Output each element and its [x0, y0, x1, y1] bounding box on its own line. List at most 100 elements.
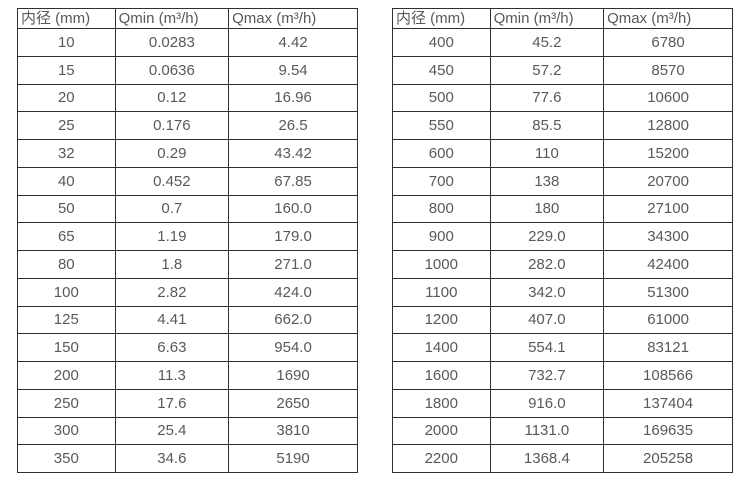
table-cell: 20700 — [603, 166, 733, 196]
table-cell: 2000 — [392, 416, 491, 446]
table-cell: 110 — [489, 139, 605, 168]
table-row: 65 1.19 179.0 — [17, 222, 358, 251]
table-cell: 108566 — [603, 361, 733, 390]
table-row: 1100 342.0 51300 — [392, 277, 733, 307]
table-row: 200 11.3 1690 — [17, 361, 358, 390]
table-cell: 205258 — [603, 444, 733, 473]
table-row: 300 25.4 3810 — [17, 416, 358, 446]
table-cell: 85.5 — [489, 111, 605, 140]
table-cell: 15200 — [603, 139, 733, 168]
table-cell: 500 — [392, 83, 491, 113]
table-cell: 6780 — [603, 28, 733, 57]
table-cell: 800 — [392, 194, 491, 224]
table-cell: 0.0283 — [114, 28, 230, 57]
table-cell: 137404 — [603, 388, 733, 418]
table-row: 1000 282.0 42400 — [392, 250, 733, 279]
table-cell: 61000 — [603, 305, 733, 335]
table-row: 10 0.0283 4.42 — [17, 28, 358, 57]
table-cell: 0.12 — [114, 83, 230, 113]
table-cell: 554.1 — [489, 333, 605, 362]
table-cell: 83121 — [603, 333, 733, 362]
table-cell: 250 — [17, 388, 116, 418]
table-cell: 1368.4 — [489, 444, 605, 473]
table-row: 800 180 27100 — [392, 194, 733, 224]
header-row: 内径 (mm) Qmin (m³/h) Qmax (m³/h) — [17, 8, 358, 29]
table-cell: 50 — [17, 194, 116, 224]
table-cell: 160.0 — [228, 194, 358, 224]
table-row: 40 0.452 67.85 — [17, 166, 358, 196]
table-cell: 67.85 — [228, 166, 358, 196]
table-row: 700 138 20700 — [392, 166, 733, 196]
table-cell: 407.0 — [489, 305, 605, 335]
table-cell: 180 — [489, 194, 605, 224]
table-cell: 77.6 — [489, 83, 605, 113]
table-row: 1800 916.0 137404 — [392, 388, 733, 418]
table-row: 550 85.5 12800 — [392, 111, 733, 140]
header-row: 内径 (mm) Qmin (m³/h) Qmax (m³/h) — [392, 8, 733, 29]
table-cell: 450 — [392, 55, 491, 85]
table-cell: 900 — [392, 222, 491, 251]
table-cell: 9.54 — [228, 55, 358, 85]
column-header-2: Qmax (m³/h) — [228, 8, 358, 29]
table-row: 150 6.63 954.0 — [17, 333, 358, 362]
table-cell: 32 — [17, 139, 116, 168]
table-cell: 0.0636 — [114, 55, 230, 85]
table-cell: 125 — [17, 305, 116, 335]
table-cell: 954.0 — [228, 333, 358, 362]
table-cell: 15 — [17, 55, 116, 85]
table-row: 2200 1368.4 205258 — [392, 444, 733, 473]
table-row: 250 17.6 2650 — [17, 388, 358, 418]
table-cell: 20 — [17, 83, 116, 113]
table-row: 15 0.0636 9.54 — [17, 55, 358, 85]
table-row: 32 0.29 43.42 — [17, 139, 358, 168]
table-cell: 27100 — [603, 194, 733, 224]
table-row: 100 2.82 424.0 — [17, 277, 358, 307]
table-row: 450 57.2 8570 — [392, 55, 733, 85]
table-cell: 916.0 — [489, 388, 605, 418]
table-row: 125 4.41 662.0 — [17, 305, 358, 335]
flow-table-large-diameters: 内径 (mm) Qmin (m³/h) Qmax (m³/h) 400 45.2 6780… — [392, 8, 733, 473]
table-cell: 12800 — [603, 111, 733, 140]
table-cell: 0.7 — [114, 194, 230, 224]
table-cell: 100 — [17, 277, 116, 307]
table-cell: 1600 — [392, 361, 491, 390]
table-cell: 0.29 — [114, 139, 230, 168]
table-cell: 51300 — [603, 277, 733, 307]
table-cell: 1200 — [392, 305, 491, 335]
table-cell: 10600 — [603, 83, 733, 113]
table-cell: 1800 — [392, 388, 491, 418]
table-cell: 169635 — [603, 416, 733, 446]
table-cell: 3810 — [228, 416, 358, 446]
table-cell: 2650 — [228, 388, 358, 418]
table-cell: 11.3 — [114, 361, 230, 390]
table-row: 25 0.176 26.5 — [17, 111, 358, 140]
table-cell: 424.0 — [228, 277, 358, 307]
column-header-2: Qmax (m³/h) — [603, 8, 733, 29]
table-cell: 4.41 — [114, 305, 230, 335]
table-cell: 17.6 — [114, 388, 230, 418]
table-cell: 138 — [489, 166, 605, 196]
column-header-1: Qmin (m³/h) — [489, 8, 605, 29]
table-row: 350 34.6 5190 — [17, 444, 358, 473]
column-header-1: Qmin (m³/h) — [114, 8, 230, 29]
table-cell: 1131.0 — [489, 416, 605, 446]
table-row: 20 0.12 16.96 — [17, 83, 358, 113]
table-cell: 600 — [392, 139, 491, 168]
table-cell: 40 — [17, 166, 116, 196]
table-cell: 282.0 — [489, 250, 605, 279]
table-cell: 2200 — [392, 444, 491, 473]
table-cell: 550 — [392, 111, 491, 140]
table-cell: 1.8 — [114, 250, 230, 279]
table-cell: 34300 — [603, 222, 733, 251]
table-row: 1400 554.1 83121 — [392, 333, 733, 362]
table-row: 600 110 15200 — [392, 139, 733, 168]
table-cell: 342.0 — [489, 277, 605, 307]
table-cell: 1100 — [392, 277, 491, 307]
table-row: 400 45.2 6780 — [392, 28, 733, 57]
table-row: 80 1.8 271.0 — [17, 250, 358, 279]
flow-table-small-diameters: 内径 (mm) Qmin (m³/h) Qmax (m³/h) 10 0.0283 4.4… — [17, 8, 358, 473]
table-cell: 25 — [17, 111, 116, 140]
table-row: 50 0.7 160.0 — [17, 194, 358, 224]
table-cell: 700 — [392, 166, 491, 196]
